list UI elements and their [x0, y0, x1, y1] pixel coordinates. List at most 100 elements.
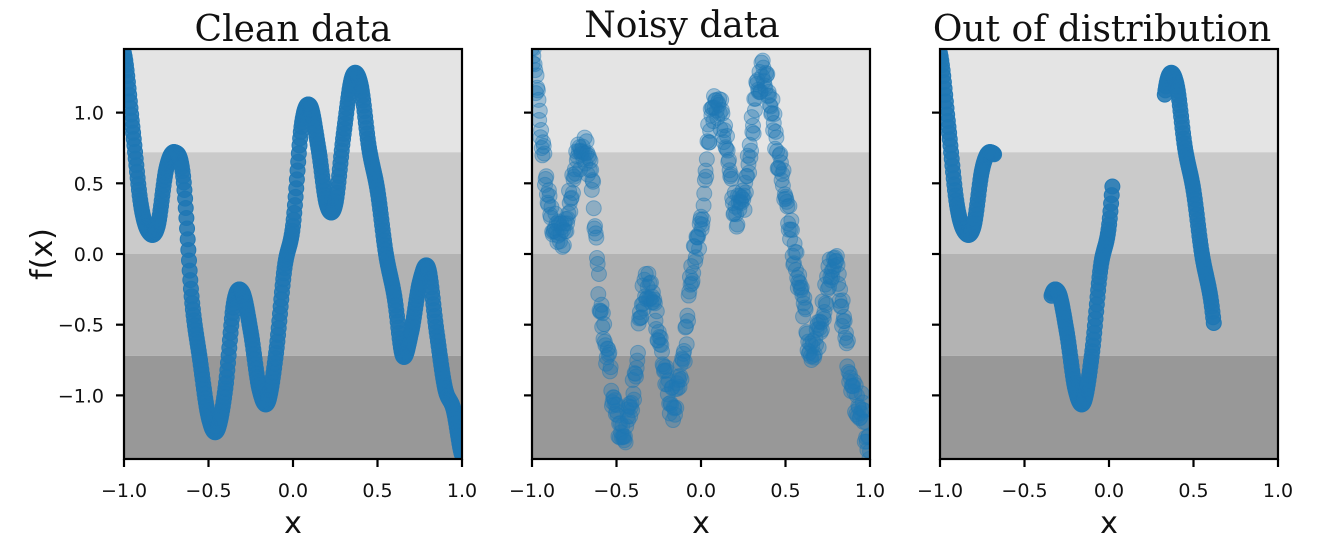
- data-point: [672, 356, 689, 373]
- data-point: [655, 358, 672, 375]
- data-point: [605, 389, 622, 406]
- data-point: [782, 221, 799, 238]
- data-point: [841, 365, 858, 382]
- data-point: [834, 292, 851, 309]
- data-point: [628, 368, 644, 385]
- data-point: [669, 380, 686, 397]
- data-point: [819, 268, 836, 285]
- data-point: [761, 97, 778, 114]
- data-point: [769, 160, 786, 177]
- data-point: [546, 222, 563, 239]
- data-point: [848, 406, 865, 423]
- data-point: [858, 433, 870, 450]
- data-point: [709, 109, 726, 126]
- data-point: [805, 347, 822, 364]
- x-tick-label: 1.0: [1263, 480, 1293, 502]
- y-ticks: [524, 111, 532, 397]
- data-point: [715, 134, 732, 151]
- data-point: [685, 264, 702, 281]
- data-point: [830, 275, 847, 292]
- data-point: [678, 336, 695, 353]
- data-point: [717, 139, 734, 156]
- data-point: [607, 396, 624, 413]
- data-point: [619, 408, 636, 425]
- x-tick-label: 0.5: [362, 480, 392, 502]
- data-point: [598, 355, 615, 372]
- data-point: [535, 134, 552, 151]
- data-point: [646, 291, 663, 308]
- data-point: [575, 151, 592, 168]
- data-point: [542, 209, 559, 226]
- data-point: [817, 295, 834, 312]
- data-point: [570, 136, 587, 153]
- data-point: [683, 275, 700, 292]
- data-point: [816, 304, 833, 321]
- data-point: [591, 302, 608, 319]
- data-point: [741, 164, 758, 181]
- data-point: [830, 266, 847, 283]
- data-point: [566, 168, 583, 185]
- data-point: [711, 91, 728, 108]
- data-point: [814, 293, 831, 310]
- data-point: [542, 206, 559, 223]
- data-point: [607, 406, 624, 423]
- data-point: [626, 365, 643, 382]
- data-point: [730, 194, 747, 211]
- data-point: [750, 81, 767, 98]
- data-point: [758, 64, 774, 81]
- data-point: [654, 356, 671, 373]
- data-point: [749, 72, 766, 89]
- data-point: [596, 316, 613, 333]
- data-point: [842, 369, 859, 386]
- data-point: [846, 384, 863, 401]
- data-point: [813, 321, 830, 338]
- data-point: [844, 378, 861, 395]
- data-point: [631, 304, 648, 321]
- x-tick-label: 1.0: [855, 480, 885, 502]
- data-point: [637, 266, 654, 283]
- data-point: [623, 394, 640, 411]
- data-point: [636, 271, 653, 288]
- data-point: [657, 359, 674, 376]
- data-point: [537, 176, 553, 193]
- data-point: [660, 372, 677, 389]
- data-point: [559, 215, 576, 232]
- data-point: [772, 146, 789, 162]
- data-point: [613, 429, 630, 446]
- data-point: [577, 155, 594, 172]
- data-point: [811, 320, 828, 337]
- data-point: [855, 414, 870, 431]
- band-lower-mid: [532, 254, 870, 356]
- data-point: [592, 303, 609, 320]
- data-point: [850, 398, 867, 414]
- data-point: [746, 90, 763, 107]
- data-point: [756, 73, 773, 90]
- data-point: [661, 405, 678, 422]
- data-point: [617, 434, 634, 451]
- data-point: [751, 63, 768, 80]
- data-point: [615, 428, 632, 445]
- data-point: [819, 281, 836, 298]
- data-point: [579, 144, 596, 161]
- data-point: [590, 286, 607, 303]
- data-point: [724, 190, 741, 207]
- data-point: [557, 210, 574, 227]
- data-point: [825, 250, 842, 267]
- data-point: [704, 99, 721, 116]
- data-point: [788, 244, 805, 261]
- data-point: [793, 282, 810, 299]
- data-point: [774, 166, 791, 183]
- data-point: [624, 371, 641, 388]
- band-top: [940, 49, 1278, 153]
- data-point: [785, 256, 802, 273]
- data-point: [659, 376, 676, 393]
- data-point: [840, 363, 857, 380]
- data-point: [562, 203, 579, 220]
- data-point: [585, 173, 602, 190]
- data-point: [802, 335, 819, 352]
- data-point: [739, 167, 756, 184]
- data-point: [667, 406, 683, 423]
- data-point: [776, 191, 793, 208]
- data-point: [725, 206, 742, 223]
- data-point: [673, 371, 690, 388]
